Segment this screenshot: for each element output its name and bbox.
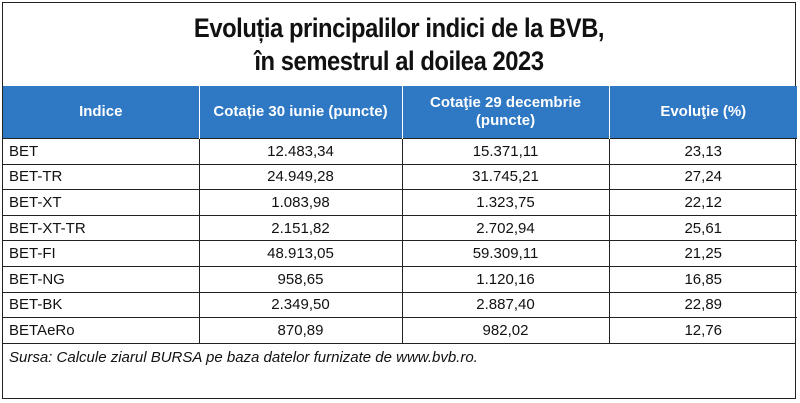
table-body: BET 12.483,34 15.371,11 23,13 BET-TR 24.949,2… [3, 138, 797, 343]
cell-cotatie-29-decembrie: 59.309,11 [401, 240, 609, 267]
cell-cotatie-29-decembrie: 1.120,16 [401, 265, 609, 293]
table-row: BET-FI 48.913,05 59.309,11 21,25 [3, 240, 797, 267]
cell-evolutie: 21,25 [608, 240, 797, 267]
table-row: BET-TR 24.949,28 31.745,21 27,24 [3, 163, 797, 190]
header-row: Indice Cotație 30 iunie (puncte) Cotaţie… [3, 86, 797, 139]
table-row: BET-XT-TR 2.151,82 2.702,94 25,61 [3, 214, 797, 241]
page-title: Evoluția principalilor indici de la BVB,… [51, 3, 748, 86]
cell-indice: BET-NG [3, 265, 199, 293]
cell-cotatie-30-iunie: 48.913,05 [198, 240, 402, 267]
cell-evolutie: 22,89 [608, 291, 797, 318]
cell-indice: BET [3, 138, 199, 165]
cell-indice: BETAeRo [3, 317, 199, 343]
cell-indice: BET-XT [3, 189, 199, 216]
header-indice: Indice [3, 86, 199, 139]
cell-indice: BET-BK [3, 291, 199, 318]
cell-evolutie: 12,76 [608, 317, 797, 343]
cell-cotatie-30-iunie: 24.949,28 [198, 163, 402, 190]
cell-evolutie: 23,13 [608, 138, 797, 165]
cell-cotatie-30-iunie: 2.349,50 [198, 291, 402, 318]
cell-cotatie-30-iunie: 2.151,82 [198, 214, 402, 241]
header-cotatie-30-iunie: Cotație 30 iunie (puncte) [198, 86, 402, 139]
cell-cotatie-29-decembrie: 982,02 [401, 317, 609, 343]
cell-cotatie-29-decembrie: 15.371,11 [401, 138, 609, 165]
cell-cotatie-29-decembrie: 2.887,40 [401, 291, 609, 318]
cell-evolutie: 25,61 [608, 214, 797, 241]
cell-indice: BET-FI [3, 240, 199, 267]
table-row: BET-XT 1.083,98 1.323,75 22,12 [3, 189, 797, 216]
cell-cotatie-30-iunie: 1.083,98 [198, 189, 402, 216]
title-line-2: în semestrul al doilea 2023 [254, 45, 544, 76]
cell-cotatie-30-iunie: 870,89 [198, 317, 402, 343]
cell-cotatie-29-decembrie: 31.745,21 [401, 163, 609, 190]
table-row: BET-BK 2.349,50 2.887,40 22,89 [3, 291, 797, 318]
table-row: BET 12.483,34 15.371,11 23,13 [3, 138, 797, 165]
header-evolutie: Evoluţie (%) [608, 86, 797, 139]
cell-indice: BET-TR [3, 163, 199, 190]
table-header: Indice Cotație 30 iunie (puncte) Cotaţie… [3, 86, 797, 139]
table-row: BET-NG 958,65 1.120,16 16,85 [3, 265, 797, 293]
cell-cotatie-30-iunie: 958,65 [198, 265, 402, 293]
table-row: BETAeRo 870,89 982,02 12,76 [3, 317, 797, 343]
table-frame: Evoluția principalilor indici de la BVB,… [2, 2, 797, 399]
cell-evolutie: 22,12 [608, 189, 797, 216]
cell-evolutie: 16,85 [608, 265, 797, 293]
source-note: Sursa: Calcule ziarul BURSA pe baza date… [3, 342, 795, 372]
cell-cotatie-30-iunie: 12.483,34 [198, 138, 402, 165]
indices-table: Indice Cotație 30 iunie (puncte) Cotaţie… [3, 86, 797, 343]
title-line-1: Evoluția principalilor indici de la BVB, [193, 12, 605, 43]
header-cotatie-29-decembrie: Cotaţie 29 decembrie (puncte) [401, 86, 609, 139]
cell-cotatie-29-decembrie: 2.702,94 [401, 214, 609, 241]
cell-evolutie: 27,24 [608, 163, 797, 190]
cell-indice: BET-XT-TR [3, 214, 199, 241]
cell-cotatie-29-decembrie: 1.323,75 [401, 189, 609, 216]
